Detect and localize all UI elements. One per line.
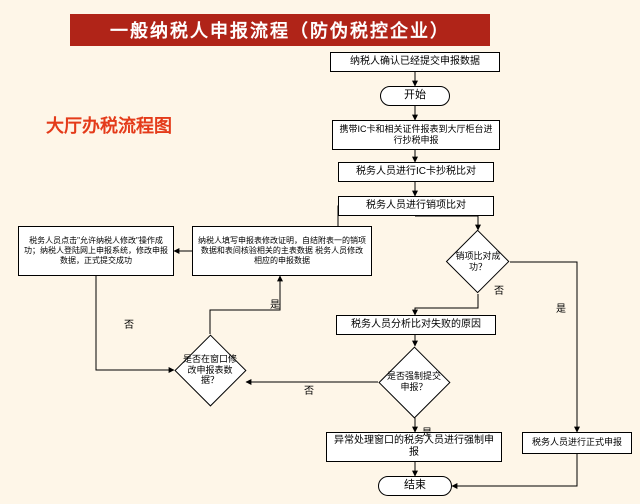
- flow-node-n7: 纳税人填写申报表修改证明，自结附表一的销项数据和表间核验相关的主表数据 税务人员…: [192, 226, 372, 276]
- title-text: 一般纳税人申报流程（防伪税控企业）: [110, 17, 450, 43]
- side-label-text: 大厅办税流程图: [46, 116, 172, 136]
- edge-label: 否: [304, 382, 314, 397]
- flow-node-n9: 异常处理窗口的税务人员进行强制申报: [326, 432, 502, 462]
- flow-node-n1: 纳税人确认已经提交申报数据: [330, 52, 500, 72]
- title-bar: 一般纳税人申报流程（防伪税控企业）: [70, 14, 490, 46]
- edge-label: 否: [124, 316, 134, 331]
- edge-label: 是: [556, 300, 566, 315]
- flow-node-n8: 税务人员分析比对失败的原因: [336, 315, 496, 335]
- flow-node-n4: 税务人员进行IC卡抄税比对: [338, 162, 494, 182]
- flow-node-d3: 是否强制提交申报？: [378, 346, 450, 418]
- edge-label: 否: [494, 282, 504, 297]
- side-label: 大厅办税流程图: [46, 112, 172, 138]
- edge-label: 是: [422, 424, 432, 439]
- flow-node-d2: 是否在窗口修改申报表数据？: [174, 334, 246, 406]
- flow-node-n10: 税务人员进行正式申报: [522, 432, 632, 454]
- flow-node-n5: 税务人员进行销项比对: [338, 196, 494, 216]
- flow-node-n11: 结束: [378, 476, 452, 496]
- flow-node-n2: 开始: [380, 86, 450, 106]
- flow-node-n3: 携带IC卡和相关证件报表到大厅柜台进行抄税申报: [332, 120, 500, 150]
- flow-node-n6: 税务人员点击"允许纳税人修改"操作成功；纳税人登陆网上申报系统，修改申报数据，正…: [18, 226, 174, 276]
- edge-label: 是: [270, 296, 280, 311]
